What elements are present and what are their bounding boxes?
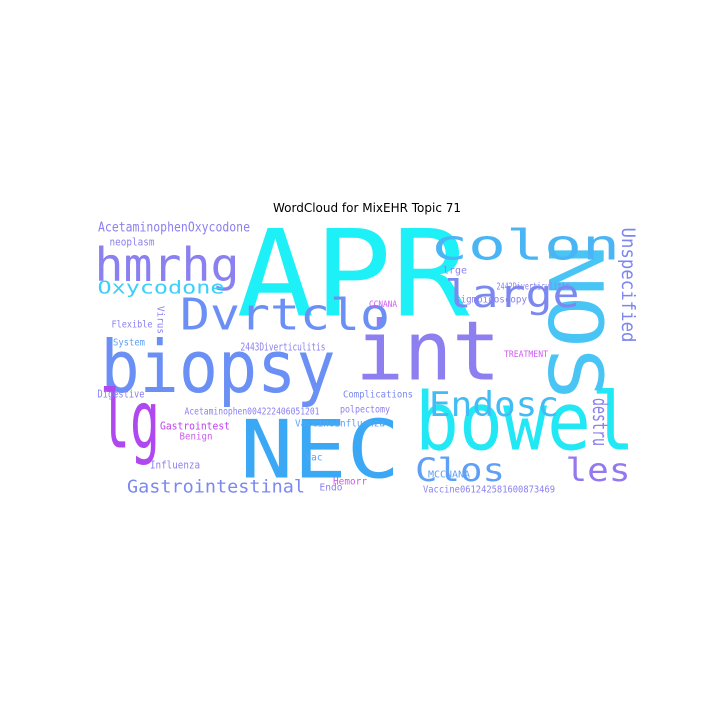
word: polpectomy	[340, 405, 390, 416]
word: bowel	[415, 376, 635, 469]
word: Flexible	[112, 320, 153, 331]
word: biopsy	[101, 325, 336, 409]
word: Complications	[343, 390, 413, 401]
word: Vaccine061242581600873469	[423, 485, 555, 496]
word: NOS	[531, 245, 619, 400]
word: Acetaminophen004222406051201	[185, 407, 320, 418]
word: 2442Diverticulitis	[497, 282, 570, 293]
word: CCNANA	[369, 300, 397, 310]
word: APR	[237, 206, 471, 345]
word: lrge	[443, 266, 467, 277]
word: colon	[430, 221, 620, 270]
word: 2443Diverticulitis	[241, 341, 326, 354]
word: MCCNANA	[428, 470, 470, 481]
word: VaccineInfluenza	[295, 419, 385, 430]
word: Gastrointestinal	[127, 477, 305, 498]
word: Endosc	[429, 385, 559, 425]
word: destru	[588, 398, 612, 446]
word: Hemorr	[333, 477, 367, 488]
word: Virus	[155, 306, 166, 334]
word: Endo	[320, 483, 343, 494]
word: AcetaminophenOxycodone	[98, 221, 250, 236]
word: Influenza	[150, 459, 200, 472]
word: sigmoidoscopy	[455, 295, 527, 306]
word: System	[113, 338, 145, 349]
word: Benign	[180, 432, 213, 443]
word: Gastrointest	[160, 420, 230, 433]
word: int	[356, 305, 501, 400]
title: WordCloud for MixEHR Topic 71	[273, 201, 461, 215]
word: Unspecified	[617, 228, 639, 343]
word: Digestive	[98, 388, 145, 401]
word: les	[566, 451, 631, 489]
word: TREATMENT	[504, 350, 549, 360]
word: large	[445, 272, 580, 316]
word: NEC	[240, 404, 400, 497]
word: Dvrtclo	[180, 290, 390, 341]
word: hmrhg	[95, 238, 240, 292]
word: Vac	[306, 453, 323, 464]
word: Clos	[415, 451, 505, 489]
word: lg	[100, 374, 160, 467]
word: Oxycodone	[98, 278, 225, 299]
word: neoplasm	[110, 236, 155, 249]
